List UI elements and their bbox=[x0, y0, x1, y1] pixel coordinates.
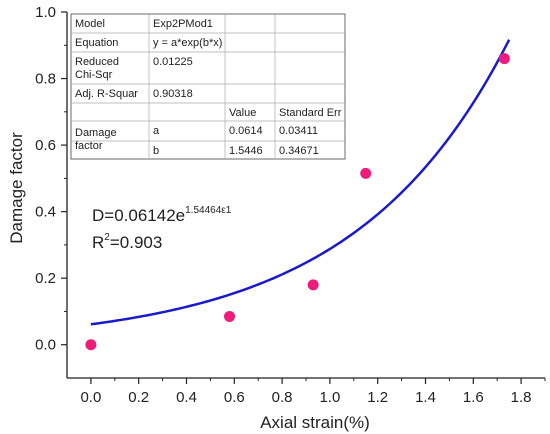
y-tick-label: 1.0 bbox=[35, 4, 56, 21]
x-tick-label: 1.0 bbox=[319, 389, 340, 406]
fit-equation: D=0.06142e1.54464ε1 R2=0.903 bbox=[92, 205, 232, 252]
table-cell: Reduced bbox=[75, 56, 119, 68]
table-cell: b bbox=[153, 145, 159, 157]
fit-curve bbox=[90, 39, 511, 326]
x-axis-label: Axial strain(%) bbox=[260, 413, 370, 432]
y-tick-label: 0.4 bbox=[35, 204, 56, 221]
x-tick-label: 1.8 bbox=[511, 389, 532, 406]
table-cell: Equation bbox=[75, 37, 118, 49]
x-tick-label: 0.0 bbox=[80, 389, 101, 406]
x-tick-label: 1.2 bbox=[367, 389, 388, 406]
y-tick-label: 0.0 bbox=[35, 337, 56, 354]
table-cell: 0.03411 bbox=[279, 125, 318, 137]
data-point bbox=[224, 310, 236, 322]
table-cell: Standard Err bbox=[279, 107, 342, 119]
svg-text:R2=0.903: R2=0.903 bbox=[92, 232, 162, 252]
table-cell: 0.34671 bbox=[279, 145, 319, 157]
data-point bbox=[498, 53, 510, 65]
table-cell: Model bbox=[75, 18, 105, 30]
x-tick-label: 1.4 bbox=[415, 389, 436, 406]
equation-exponent: 1.54464ε1 bbox=[185, 205, 232, 216]
data-point bbox=[85, 339, 97, 351]
equation-main: D=0.06142e bbox=[92, 206, 185, 225]
table-cell: 1.5446 bbox=[229, 145, 263, 157]
table-cell: Exp2PMod1 bbox=[153, 18, 213, 30]
y-tick-label: 0.2 bbox=[35, 270, 56, 287]
x-tick-label: 0.4 bbox=[176, 389, 197, 406]
table-cell: 0.0614 bbox=[229, 125, 263, 137]
x-tick-label: 0.8 bbox=[272, 389, 293, 406]
y-tick-label: 0.8 bbox=[35, 71, 56, 88]
table-background bbox=[70, 13, 346, 160]
r-squared-value: =0.903 bbox=[110, 233, 162, 252]
x-ticks: 0.0 0.2 0.4 0.6 0.8 1.0 1.2 1.4 1.6 1.8 bbox=[80, 378, 546, 406]
table-cell-continued: factor bbox=[75, 140, 103, 152]
table-cell: Value bbox=[229, 107, 256, 119]
y-ticks: 0.0 0.2 0.4 0.6 0.8 1.0 bbox=[35, 4, 67, 354]
table-cell: Damage bbox=[75, 127, 117, 139]
fit-parameters-table: Model Exp2PMod1 Equation y = a*exp(b*x) Redu… bbox=[70, 13, 346, 160]
r-squared-superscript: 2 bbox=[104, 232, 110, 243]
data-points bbox=[85, 53, 510, 351]
table-cell: a bbox=[153, 125, 160, 137]
y-tick-label: 0.6 bbox=[35, 137, 56, 154]
data-point bbox=[307, 279, 319, 291]
table-cell: 0.90318 bbox=[153, 88, 193, 100]
x-tick-label: 1.6 bbox=[463, 389, 484, 406]
table-cell: 0.01225 bbox=[153, 56, 193, 68]
table-cell: Adj. R-Squar bbox=[75, 88, 138, 100]
table-cell-continued: Chi-Sqr bbox=[75, 69, 113, 81]
x-tick-label: 0.2 bbox=[128, 389, 149, 406]
x-tick-label: 0.6 bbox=[224, 389, 245, 406]
data-point bbox=[360, 167, 372, 179]
table-cell: y = a*exp(b*x) bbox=[153, 37, 222, 49]
r-squared-label: R bbox=[92, 233, 104, 252]
svg-text:D=0.06142e1.54464ε1: D=0.06142e1.54464ε1 bbox=[92, 205, 232, 225]
y-axis-label: Damage factor bbox=[7, 132, 26, 244]
